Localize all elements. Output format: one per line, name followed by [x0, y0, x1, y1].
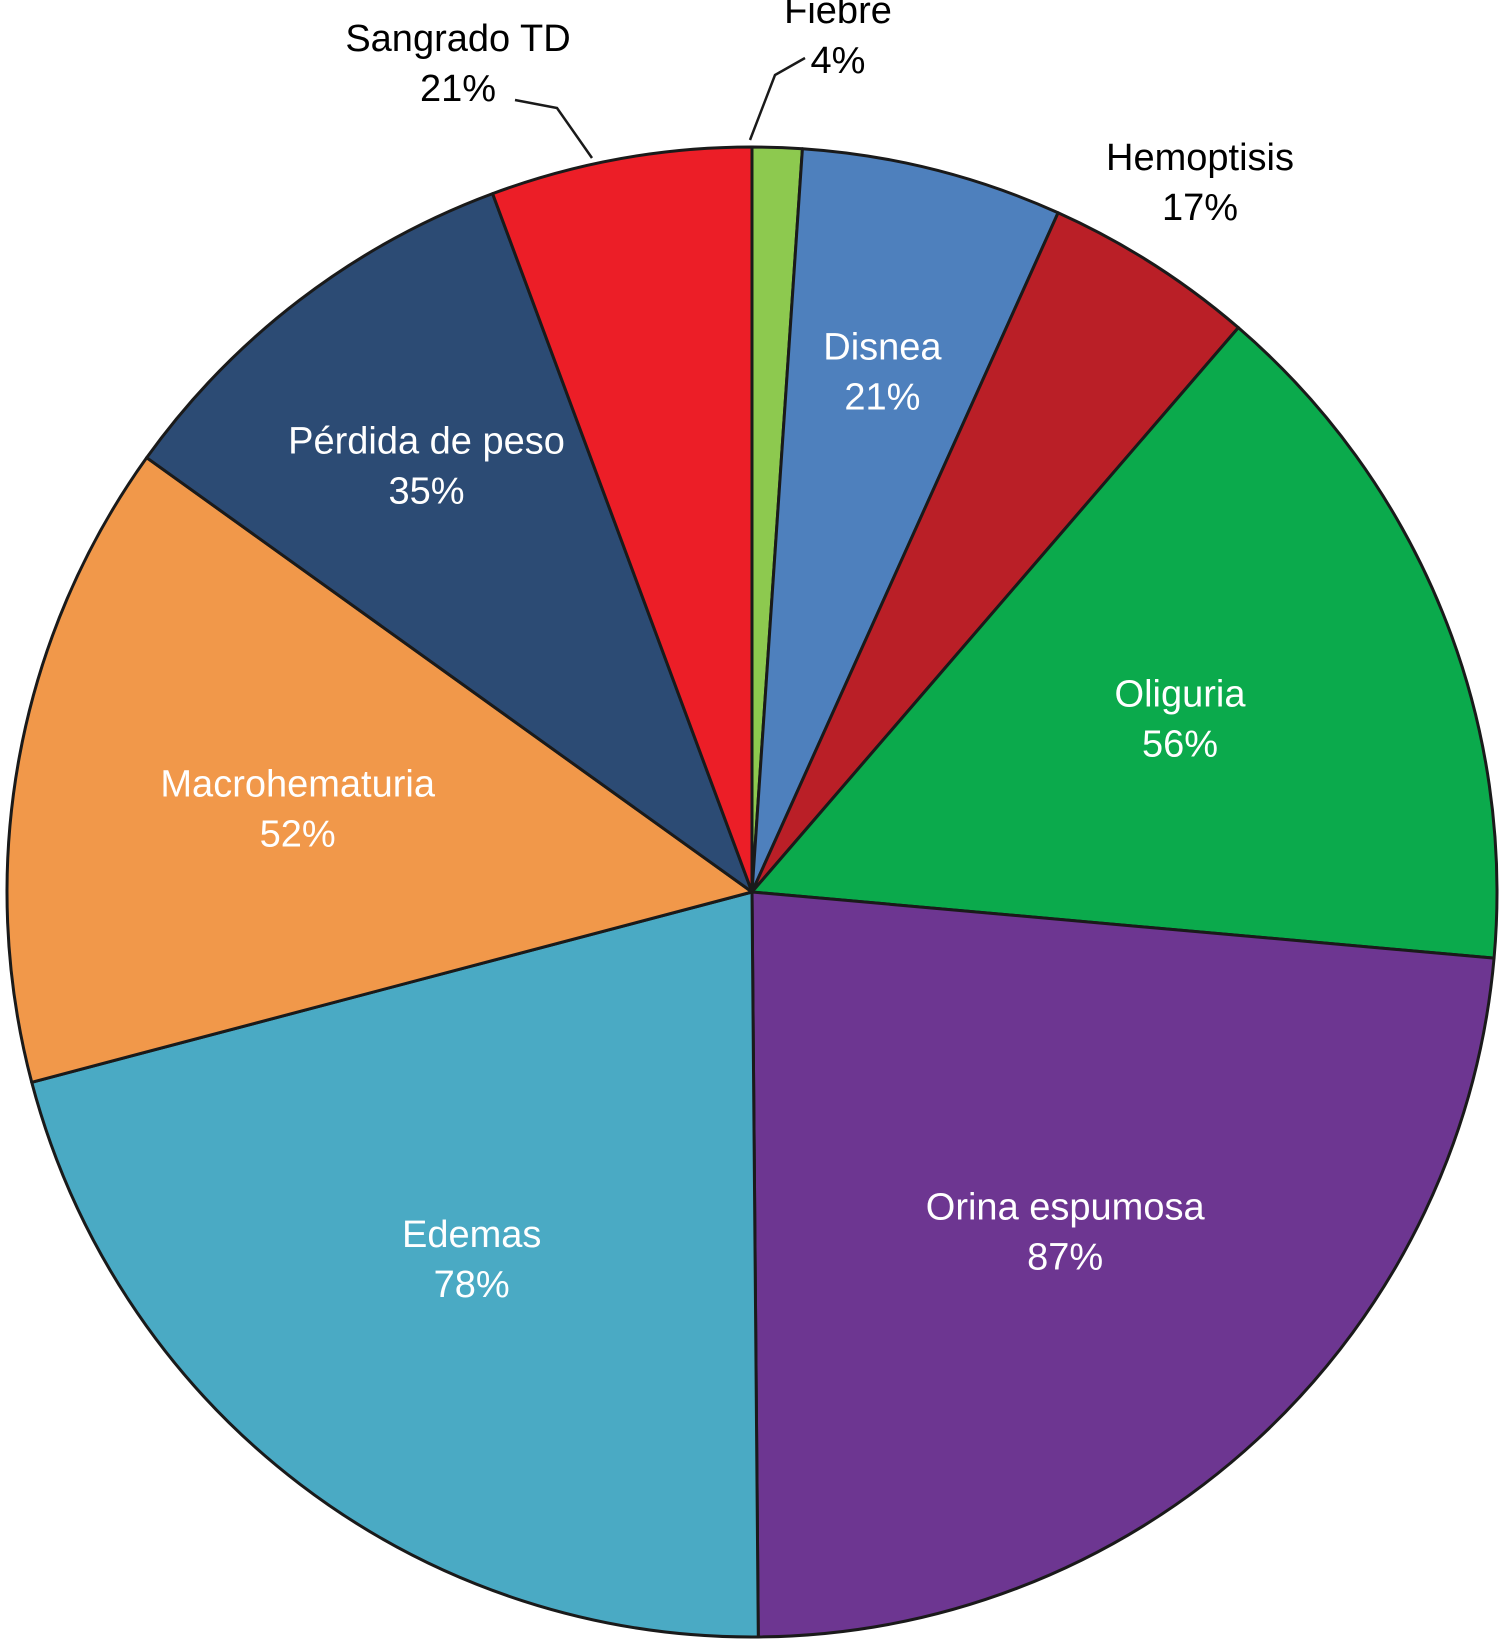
- slice-value-label-fiebre: 4%: [811, 40, 866, 82]
- slice-label-hemoptisis: Hemoptisis: [1106, 137, 1294, 179]
- slice-label-disnea: Disnea: [823, 327, 942, 369]
- slice-value-label-macrohematuria: 52%: [260, 813, 336, 855]
- slice-label-oliguria: Oliguria: [1115, 673, 1247, 715]
- leader-line-fiebre: [748, 56, 806, 141]
- slice-orina-espumosa: [750, 890, 1496, 1639]
- slice-oliguria: [750, 326, 1499, 960]
- slice-edemas: [30, 890, 760, 1639]
- slice-label-perdida-de-peso: Pérdida de peso: [288, 421, 565, 463]
- slice-value-label-orina-espumosa: 87%: [1027, 1237, 1103, 1279]
- slice-value-label-perdida-de-peso: 35%: [388, 471, 464, 513]
- slice-label-orina-espumosa: Orina espumosa: [926, 1187, 1206, 1229]
- slice-label-edemas: Edemas: [402, 1214, 541, 1256]
- slice-label-fiebre: Fiebre: [784, 0, 892, 32]
- leader-line-sangrado-td: [514, 98, 594, 159]
- slice-value-label-disnea: 21%: [844, 377, 920, 419]
- leader-lines: [514, 56, 806, 159]
- slice-label-sangrado-td: Sangrado TD: [345, 18, 570, 60]
- slice-labels: Fiebre 4% Disnea 21% Hemoptisis 17% Oliguria 56…: [160, 0, 1294, 1306]
- slice-value-label-oliguria: 56%: [1142, 723, 1218, 765]
- slice-macrohematuria: [5, 456, 754, 1084]
- slice-sangrado-td: [491, 145, 754, 894]
- slice-value-label-sangrado-td: 21%: [420, 68, 496, 110]
- slice-disnea: [750, 147, 1060, 894]
- slice-perdida-de-peso: [145, 192, 754, 894]
- pie-slices: [5, 145, 1499, 1639]
- slice-value-label-hemoptisis: 17%: [1162, 187, 1238, 229]
- slice-value-label-edemas: 78%: [434, 1264, 510, 1306]
- slice-label-macrohematuria: Macrohematuria: [160, 763, 435, 805]
- slice-hemoptisis: [750, 211, 1240, 894]
